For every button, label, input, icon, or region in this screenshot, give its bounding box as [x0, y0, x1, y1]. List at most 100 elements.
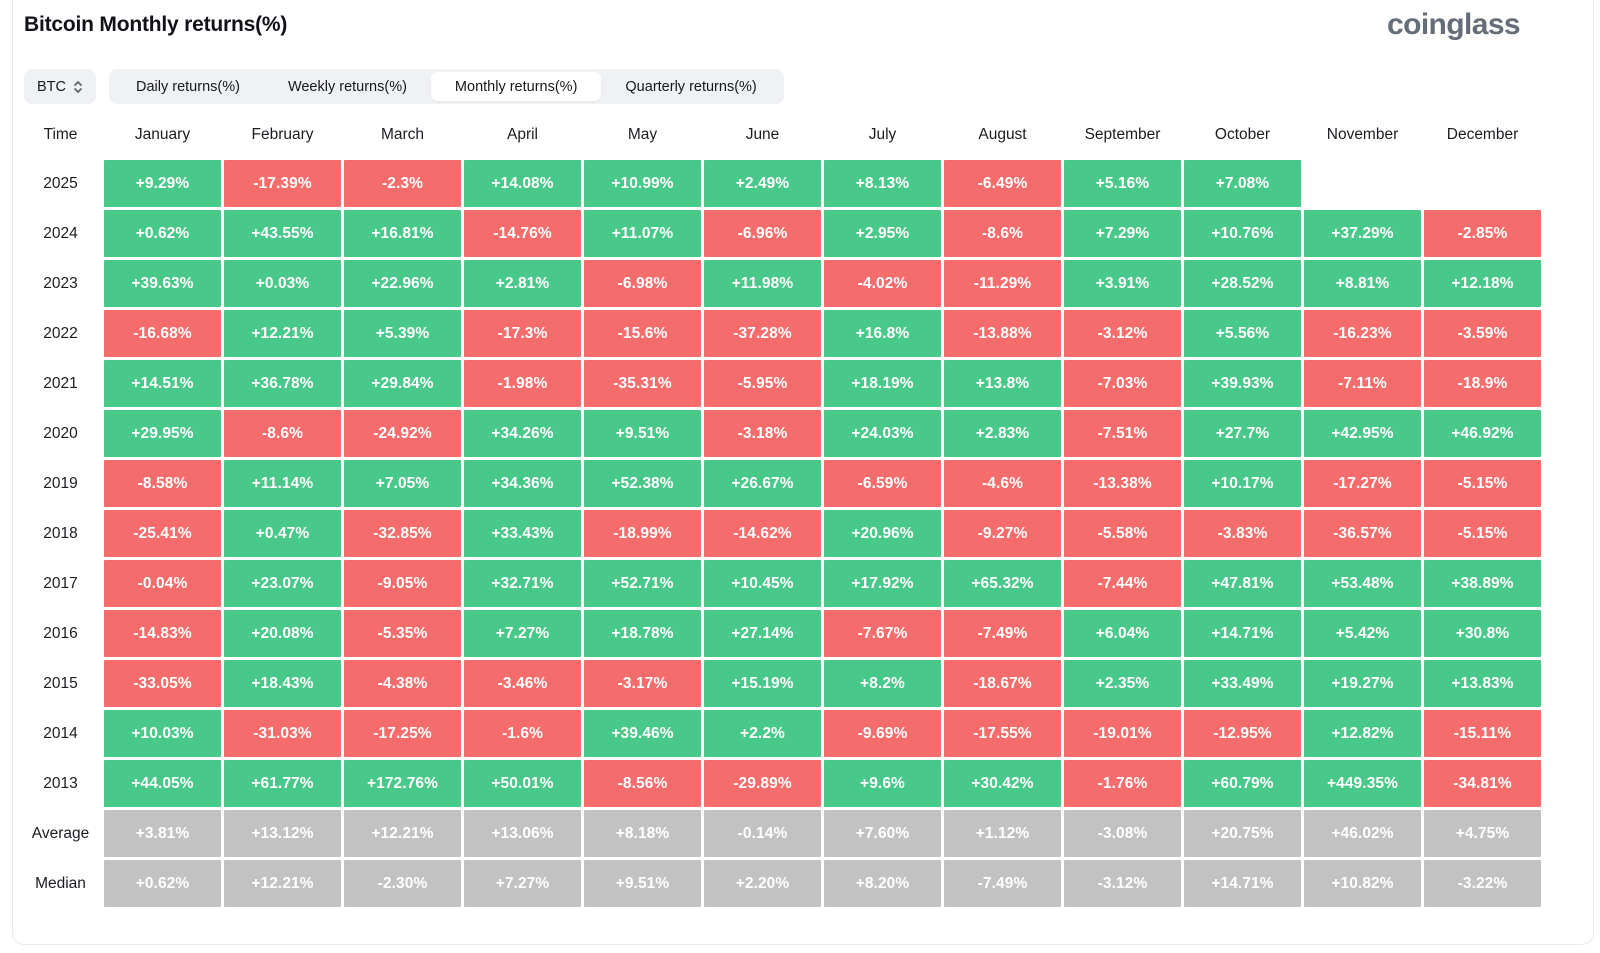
- return-cell: +52.38%: [584, 460, 701, 507]
- column-header-may: May: [627, 126, 658, 143]
- return-cell: +60.79%: [1184, 760, 1301, 807]
- return-cell: -9.05%: [344, 560, 461, 607]
- return-cell: +11.14%: [224, 460, 341, 507]
- return-cell: +30.42%: [944, 760, 1061, 807]
- return-cell: +10.03%: [104, 710, 221, 757]
- column-header-july: July: [868, 126, 897, 143]
- return-cell: [1304, 160, 1421, 207]
- return-cell: +14.51%: [104, 360, 221, 407]
- return-cell: -1.76%: [1064, 760, 1181, 807]
- return-cell: +9.51%: [584, 410, 701, 457]
- return-cell: +61.77%: [224, 760, 341, 807]
- return-cell: +2.35%: [1064, 660, 1181, 707]
- row-label-2013: 2013: [43, 774, 78, 792]
- return-cell: +8.13%: [824, 160, 941, 207]
- return-cell: +0.03%: [224, 260, 341, 307]
- return-cell: +33.49%: [1184, 660, 1301, 707]
- return-cell: -12.95%: [1184, 710, 1301, 757]
- return-cell: +29.84%: [344, 360, 461, 407]
- return-cell: -2.30%: [344, 860, 461, 907]
- return-cell: +52.71%: [584, 560, 701, 607]
- return-cell: -18.99%: [584, 510, 701, 557]
- row-label-2015: 2015: [43, 674, 78, 692]
- return-cell: +8.81%: [1304, 260, 1421, 307]
- tab-weekly-returns[interactable]: Weekly returns(%): [264, 72, 431, 101]
- return-cell: +65.32%: [944, 560, 1061, 607]
- return-cell: -7.11%: [1304, 360, 1421, 407]
- tab-monthly-returns[interactable]: Monthly returns(%): [430, 72, 602, 101]
- return-cell: +30.8%: [1424, 610, 1541, 657]
- return-cell: +7.60%: [824, 810, 941, 857]
- return-cell: +5.56%: [1184, 310, 1301, 357]
- return-cell: +14.08%: [464, 160, 581, 207]
- return-cell: -37.28%: [704, 310, 821, 357]
- row-label-2024: 2024: [43, 224, 78, 242]
- return-cell: +13.83%: [1424, 660, 1541, 707]
- return-cell: -31.03%: [224, 710, 341, 757]
- row-label-2016: 2016: [43, 624, 78, 642]
- coinglass-logo: coinglass: [1387, 8, 1521, 41]
- column-header-december: December: [1446, 126, 1519, 143]
- return-cell: -3.12%: [1064, 310, 1181, 357]
- return-cell: -16.68%: [104, 310, 221, 357]
- return-cell: -17.3%: [464, 310, 581, 357]
- return-cell: +7.29%: [1064, 210, 1181, 257]
- return-cell: -13.38%: [1064, 460, 1181, 507]
- return-cell: -3.46%: [464, 660, 581, 707]
- return-cell: +12.18%: [1424, 260, 1541, 307]
- return-cell: -1.98%: [464, 360, 581, 407]
- return-cell: -9.69%: [824, 710, 941, 757]
- row-label-2020: 2020: [43, 424, 78, 442]
- return-cell: -0.04%: [104, 560, 221, 607]
- return-cell: +0.62%: [104, 210, 221, 257]
- return-cell: -3.17%: [584, 660, 701, 707]
- row-label-2014: 2014: [43, 724, 78, 742]
- return-cell: -4.38%: [344, 660, 461, 707]
- return-cell: +10.82%: [1304, 860, 1421, 907]
- return-cell: -7.51%: [1064, 410, 1181, 457]
- return-cell: -1.6%: [464, 710, 581, 757]
- return-cell: +32.71%: [464, 560, 581, 607]
- return-cell: +0.62%: [104, 860, 221, 907]
- tab-quarterly-returns[interactable]: Quarterly returns(%): [601, 72, 780, 101]
- return-cell: -7.67%: [824, 610, 941, 657]
- return-cell: +13.12%: [224, 810, 341, 857]
- symbol-dropdown[interactable]: BTC: [24, 69, 96, 104]
- return-cell: +36.78%: [224, 360, 341, 407]
- return-cell: -32.85%: [344, 510, 461, 557]
- symbol-dropdown-label: BTC: [37, 78, 66, 95]
- return-cell: +13.8%: [944, 360, 1061, 407]
- return-cell: +29.95%: [104, 410, 221, 457]
- return-cell: +14.71%: [1184, 610, 1301, 657]
- return-cell: +1.12%: [944, 810, 1061, 857]
- row-label-2018: 2018: [43, 524, 78, 542]
- return-cell: +8.20%: [824, 860, 941, 907]
- return-cell: +37.29%: [1304, 210, 1421, 257]
- return-cell: -5.15%: [1424, 460, 1541, 507]
- column-header-january: January: [134, 126, 191, 143]
- return-cell: -7.03%: [1064, 360, 1181, 407]
- return-cell: +10.99%: [584, 160, 701, 207]
- return-cell: -11.29%: [944, 260, 1061, 307]
- return-cell: +10.76%: [1184, 210, 1301, 257]
- return-cell: -7.49%: [944, 610, 1061, 657]
- tab-daily-returns[interactable]: Daily returns(%): [112, 72, 264, 101]
- return-cell: +2.2%: [704, 710, 821, 757]
- return-cell: -6.49%: [944, 160, 1061, 207]
- return-cell: -3.08%: [1064, 810, 1181, 857]
- return-cell: +172.76%: [344, 760, 461, 807]
- return-cell: +39.46%: [584, 710, 701, 757]
- row-label-median: Median: [35, 874, 86, 892]
- return-cell: +47.81%: [1184, 560, 1301, 607]
- row-label-2019: 2019: [43, 474, 78, 492]
- return-cell: +12.82%: [1304, 710, 1421, 757]
- return-cell: -8.56%: [584, 760, 701, 807]
- return-cell: +18.19%: [824, 360, 941, 407]
- return-cell: -3.83%: [1184, 510, 1301, 557]
- return-cell: +50.01%: [464, 760, 581, 807]
- controls-bar: BTC Daily returns(%) Weekly returns(%) Mon…: [24, 69, 784, 104]
- return-cell: +7.05%: [344, 460, 461, 507]
- return-cell: -2.85%: [1424, 210, 1541, 257]
- row-label-2023: 2023: [43, 274, 78, 292]
- return-cell: +7.08%: [1184, 160, 1301, 207]
